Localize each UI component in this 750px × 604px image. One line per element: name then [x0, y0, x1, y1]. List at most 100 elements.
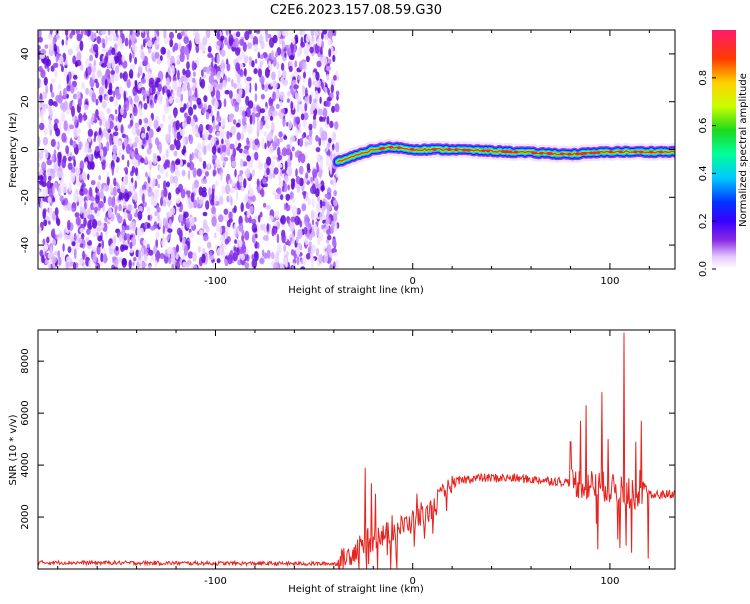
- noise-speck: [192, 167, 197, 178]
- noise-speck: [60, 111, 66, 123]
- noise-speck: [312, 183, 316, 192]
- noise-speck: [180, 93, 184, 102]
- noise-speck: [278, 263, 285, 269]
- signal-peak-dot: [547, 152, 553, 155]
- noise-speck: [183, 46, 189, 56]
- noise-speck: [224, 243, 227, 250]
- noise-speck: [228, 34, 234, 45]
- noise-speck: [72, 140, 77, 149]
- noise-speck: [215, 180, 219, 187]
- noise-speck: [267, 109, 274, 118]
- noise-speck: [261, 137, 265, 148]
- noise-speck: [304, 95, 310, 106]
- noise-speck: [165, 171, 169, 178]
- noise-speck: [47, 123, 54, 130]
- noise-speck: [223, 215, 229, 222]
- noise-speck: [162, 199, 167, 207]
- noise-speck: [140, 52, 145, 60]
- noise-speck: [276, 233, 280, 244]
- noise-speck: [198, 186, 203, 196]
- snr-xtick-label: -100: [204, 576, 227, 587]
- colorbar: 0.0 0.2 0.4 0.6 0.8 Normalized spectral ampl…: [698, 30, 749, 277]
- noise-speck: [58, 55, 64, 65]
- signal-peak-dot: [638, 150, 644, 154]
- noise-speck: [201, 190, 207, 198]
- noise-speck: [132, 207, 135, 215]
- noise-speck: [234, 37, 240, 48]
- noise-speck: [176, 244, 179, 253]
- noise-speck: [54, 118, 59, 125]
- noise-speck: [315, 147, 321, 153]
- noise-speck: [316, 248, 319, 257]
- noise-speck: [38, 36, 43, 43]
- noise-speck: [141, 184, 147, 192]
- noise-speck: [181, 169, 186, 177]
- noise-speck: [76, 168, 81, 175]
- signal-peak-dot: [388, 145, 394, 149]
- noise-speck: [93, 43, 99, 53]
- noise-speck: [79, 174, 83, 181]
- signal-peak-dot: [592, 151, 597, 155]
- noise-speck: [317, 201, 321, 212]
- noise-speck: [42, 209, 46, 220]
- noise-speck: [58, 229, 63, 240]
- noise-speck: [202, 36, 208, 46]
- noise-speck: [300, 153, 306, 164]
- noise-speck: [267, 132, 273, 142]
- noise-speck: [325, 213, 329, 224]
- noise-speck: [238, 175, 242, 183]
- noise-speck: [51, 256, 57, 264]
- snr-xtick-label: 100: [600, 576, 619, 587]
- noise-speck: [293, 84, 299, 90]
- noise-speck: [298, 138, 304, 147]
- noise-speck: [120, 124, 124, 134]
- signal-peak-dot: [633, 150, 638, 154]
- noise-speck: [129, 241, 133, 249]
- noise-speck: [157, 183, 161, 189]
- noise-speck: [174, 175, 178, 184]
- noise-speck: [247, 199, 253, 204]
- noise-speck: [210, 199, 215, 206]
- noise-speck: [165, 148, 169, 159]
- noise-speck: [265, 32, 269, 43]
- noise-speck: [54, 101, 58, 107]
- noise-speck: [55, 215, 59, 225]
- noise-speck: [334, 121, 339, 130]
- noise-speck: [236, 81, 242, 90]
- noise-speck: [238, 89, 243, 98]
- noise-speck: [303, 112, 309, 121]
- noise-speck: [265, 204, 271, 210]
- noise-speck: [330, 84, 334, 94]
- noise-speck: [58, 185, 62, 196]
- noise-speck: [66, 74, 69, 84]
- noise-speck: [175, 170, 181, 178]
- signal-peak-dot: [462, 148, 467, 152]
- noise-speck: [107, 49, 113, 56]
- noise-speck: [248, 30, 252, 35]
- noise-speck: [324, 193, 329, 198]
- noise-speck: [148, 171, 152, 178]
- noise-speck: [300, 113, 305, 121]
- noise-speck: [266, 156, 272, 166]
- noise-speck: [322, 30, 328, 35]
- noise-speck: [183, 245, 188, 256]
- noise-speck: [304, 236, 309, 246]
- noise-speck: [244, 55, 249, 64]
- noise-speck: [111, 47, 116, 56]
- noise-speck: [303, 191, 306, 200]
- noise-speck: [321, 32, 324, 40]
- noise-speck: [257, 214, 261, 223]
- noise-speck: [278, 179, 284, 188]
- signal-peak-dot: [649, 150, 654, 154]
- snr-ytick-label: 6000: [20, 400, 31, 425]
- noise-speck: [312, 119, 317, 129]
- noise-speck: [314, 30, 318, 38]
- noise-speck: [141, 89, 146, 96]
- noise-speck: [89, 90, 93, 97]
- noise-speck: [57, 83, 61, 90]
- noise-speck: [94, 113, 97, 124]
- noise-speck: [99, 95, 103, 103]
- noise-speck: [294, 215, 300, 226]
- noise-speck: [101, 100, 107, 109]
- noise-speck: [47, 196, 52, 204]
